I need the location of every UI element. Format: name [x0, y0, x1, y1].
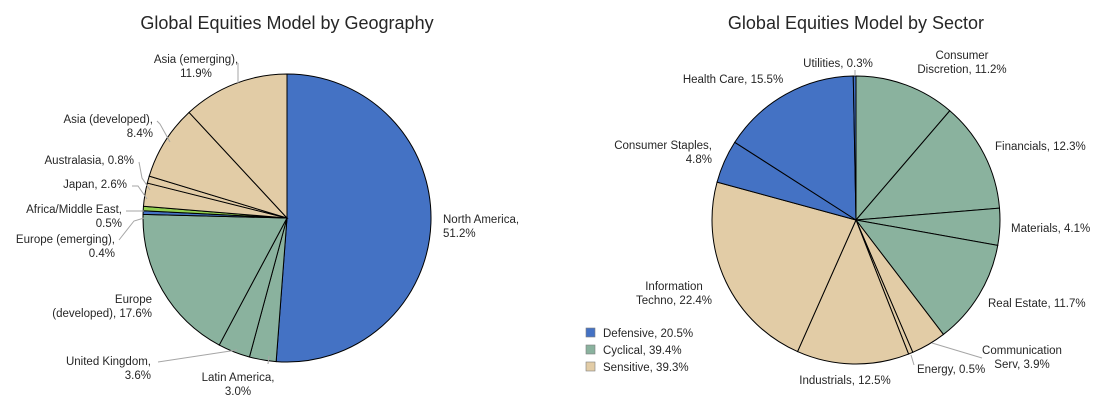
pie-slice-industrials: [796, 218, 910, 365]
slice-label-line: Consumer Staples,: [614, 140, 712, 152]
slice-label-line: Japan, 2.6%: [63, 179, 127, 191]
leader-line-japan: [132, 185, 148, 200]
pie-slice-health-care: [734, 75, 857, 221]
leader-line-europe-emerging: [118, 217, 145, 241]
legend-label-defensive: Defensive, 20.5%: [603, 328, 693, 340]
slice-label-line: 11.9%: [180, 68, 212, 80]
slice-label-australasia: Australasia, 0.8%: [45, 155, 135, 167]
sector-legend: Defensive, 20.5% Cyclical, 39.4% Sensitive…: [585, 327, 693, 374]
slice-label-health-care: Health Care, 15.5%: [683, 74, 783, 86]
slice-label-line: Information: [645, 281, 703, 293]
slice-label-line: Europe (emerging),: [16, 234, 115, 246]
slice-label-materials: Materials, 4.1%: [1011, 223, 1090, 235]
slice-label-line: Europe: [115, 294, 152, 306]
slice-label-line: Australasia, 0.8%: [45, 155, 135, 167]
slice-label-line: Health Care, 15.5%: [683, 74, 783, 86]
slice-label-line: Latin America,: [202, 372, 275, 384]
slice-label-line: Utilities, 0.3%: [803, 58, 873, 70]
slice-label-consumer-staples: Consumer Staples, 4.8%: [614, 140, 712, 166]
slice-label-line: 0.5%: [96, 218, 122, 230]
slice-label-line: 51.2%: [443, 228, 476, 240]
slice-label-line: 8.4%: [127, 128, 153, 140]
pie-slice-asia-emerging: [188, 73, 288, 220]
pie-slice-utilities: [852, 75, 857, 221]
slice-label-line: Africa/Middle East,: [26, 204, 122, 216]
slice-label-utilities: Utilities, 0.3%: [803, 58, 873, 70]
pie-slice-consumer-discretion: [855, 75, 951, 222]
slice-label-japan: Japan, 2.6%: [63, 179, 127, 191]
leader-line-australasia: [138, 161, 151, 191]
pie-slice-real-estate: [854, 219, 999, 336]
geography-chart-title: Global Equities Model by Geography: [140, 13, 433, 33]
legend-swatch-sensitive: [585, 361, 596, 372]
slice-label-line: 3.0%: [225, 386, 251, 398]
geography-labels: North America, 51.2% Latin America, 3.0% Uni…: [16, 54, 519, 398]
slice-label-energy: Energy, 0.5%: [917, 364, 985, 376]
slice-label-line: Asia (developed),: [64, 114, 154, 126]
slice-label-consumer-discretion: Consumer Discretion, 11.2%: [917, 50, 1006, 76]
leader-line-united-kingdom: [157, 349, 238, 363]
slice-label-line: Serv, 3.9%: [994, 359, 1049, 371]
slice-label-latin-america: Latin America, 3.0%: [202, 372, 275, 398]
slice-label-united-kingdom: United Kingdom, 3.6%: [66, 356, 151, 382]
legend-swatch-cyclical: [585, 344, 596, 355]
legend-label-sensitive: Sensitive, 39.3%: [603, 362, 689, 374]
slice-label-europe-developed: Europe (developed), 17.6%: [52, 294, 152, 320]
slice-label-line: Techno, 22.4%: [636, 295, 712, 307]
slice-label-north-america: North America, 51.2%: [443, 214, 519, 240]
slice-label-line: 3.6%: [125, 370, 151, 382]
slice-label-financials: Financials, 12.3%: [995, 141, 1086, 153]
sector-pie: [711, 75, 1001, 365]
pie-slice-europe-developed: [142, 213, 288, 346]
sector-labels: Consumer Discretion, 11.2% Financials, 12.…: [614, 50, 1090, 387]
slice-label-line: (developed), 17.6%: [52, 308, 152, 320]
legend-swatch-defensive: [585, 327, 596, 338]
slice-label-asia-emerging: Asia (emerging), 11.9%: [154, 54, 238, 80]
pie-slice-information-techno: [711, 181, 857, 353]
slice-label-line: Financials, 12.3%: [995, 141, 1086, 153]
leader-line-energy: [910, 354, 915, 366]
slice-label-line: Energy, 0.5%: [917, 364, 985, 376]
slice-label-communication-serv: Communication Serv, 3.9%: [982, 345, 1062, 371]
slice-label-asia-developed: Asia (developed), 8.4%: [64, 114, 154, 140]
slice-label-line: Materials, 4.1%: [1011, 223, 1090, 235]
sector-chart-title: Global Equities Model by Sector: [728, 13, 984, 33]
slice-label-line: Consumer: [935, 50, 988, 62]
slice-label-real-estate: Real Estate, 11.7%: [988, 298, 1086, 310]
slice-label-line: United Kingdom,: [66, 356, 151, 368]
slice-label-line: Industrials, 12.5%: [799, 375, 890, 387]
slice-label-line: North America,: [443, 214, 519, 226]
geography-pie: [142, 73, 432, 363]
slice-label-line: 4.8%: [686, 154, 712, 166]
slice-label-line: Asia (emerging),: [154, 54, 238, 66]
slice-label-europe-emerging: Europe (emerging), 0.4%: [16, 234, 115, 260]
leader-line-latin-america: [267, 355, 270, 365]
slice-label-information-techno: Information Techno, 22.4%: [636, 281, 712, 307]
slice-label-line: Communication: [982, 345, 1062, 357]
slice-label-line: Discretion, 11.2%: [917, 64, 1006, 76]
leader-line-asia-developed: [156, 120, 171, 143]
pie-slice-north-america: [275, 73, 432, 363]
leader-line-communication-serv: [931, 342, 983, 359]
slice-label-africa-middle-east: Africa/Middle East, 0.5%: [26, 204, 122, 230]
slice-label-industrials: Industrials, 12.5%: [799, 375, 890, 387]
legend-label-cyclical: Cyclical, 39.4%: [603, 345, 682, 357]
pie-slice-financials: [854, 110, 1001, 221]
slice-label-line: 0.4%: [89, 248, 115, 260]
slice-label-line: Real Estate, 11.7%: [988, 298, 1086, 310]
